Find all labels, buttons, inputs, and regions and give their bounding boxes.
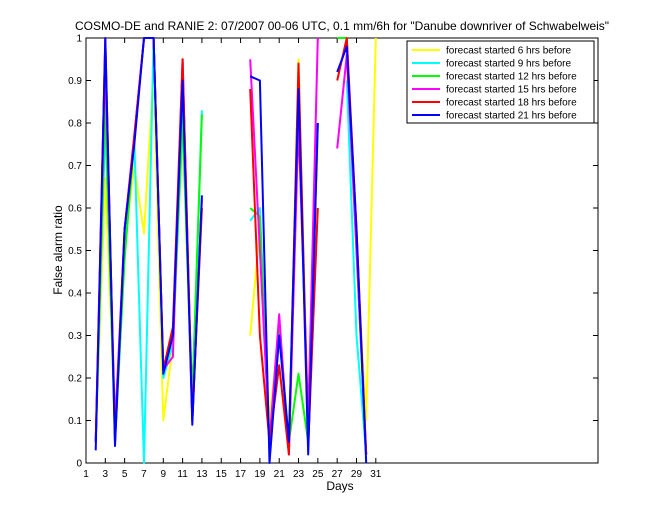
y-axis: 0 0.1 0.2 0.3 0.4 0.5 0.6 0.7 0.8 0.9 1	[68, 34, 598, 470]
y-tick-label: 0.7	[68, 161, 82, 172]
x-tick-label: 13	[196, 469, 208, 480]
legend-box	[406, 40, 595, 124]
y-tick-label: 0.9	[68, 76, 82, 87]
x-tick-label: 27	[332, 469, 344, 480]
legend-label: forecast started 12 hrs before	[446, 72, 577, 83]
y-tick-label: 0	[76, 459, 82, 470]
series-line	[336, 45, 368, 464]
y-tick-label: 0.5	[68, 246, 82, 257]
x-tick-label: 5	[122, 469, 128, 480]
x-tick-label: 19	[254, 469, 266, 480]
x-axis: 1 3 5 7 9 11 13 15 17 19 21 23 25 27 29 31	[83, 38, 382, 480]
y-axis-label: False alarm ratio	[51, 205, 65, 295]
legend-label: forecast started 6 hrs before	[446, 46, 572, 57]
chart-title: COSMO-DE and RANIE 2: 07/2007 00-06 UTC,…	[75, 19, 609, 33]
x-tick-label: 1	[83, 469, 89, 480]
series-6	[94, 37, 368, 464]
x-axis-label: Days	[326, 479, 353, 493]
x-tick-label: 7	[141, 469, 147, 480]
y-tick-label: 0.4	[68, 289, 82, 300]
x-tick-label: 15	[216, 469, 228, 480]
y-tick-label: 0.2	[68, 374, 82, 385]
x-tick-label: 21	[274, 469, 286, 480]
series-line	[249, 75, 319, 464]
x-tick-label: 29	[351, 469, 363, 480]
x-tick-label: 31	[370, 469, 382, 480]
x-tick-label: 23	[293, 469, 305, 480]
x-tick-label: 17	[235, 469, 247, 480]
series-layer	[94, 37, 377, 464]
y-tick-label: 0.3	[68, 331, 82, 342]
legend: forecast started 6 hrs before forecast st…	[406, 40, 595, 124]
x-tick-label: 25	[312, 469, 324, 480]
y-tick-label: 0.1	[68, 416, 82, 427]
legend-label: forecast started 21 hrs before	[446, 111, 577, 122]
x-tick-label: 11	[177, 469, 188, 480]
x-tick-label: 3	[103, 469, 109, 480]
y-tick-label: 0.6	[68, 204, 82, 215]
series-line	[345, 80, 368, 455]
legend-label: forecast started 18 hrs before	[446, 98, 577, 109]
y-tick-label: 0.8	[68, 119, 82, 130]
y-tick-label: 1	[76, 34, 82, 45]
legend-label: forecast started 15 hrs before	[446, 85, 577, 96]
series-line	[94, 37, 203, 451]
legend-label: forecast started 9 hrs before	[446, 59, 572, 70]
x-tick-label: 9	[161, 469, 167, 480]
